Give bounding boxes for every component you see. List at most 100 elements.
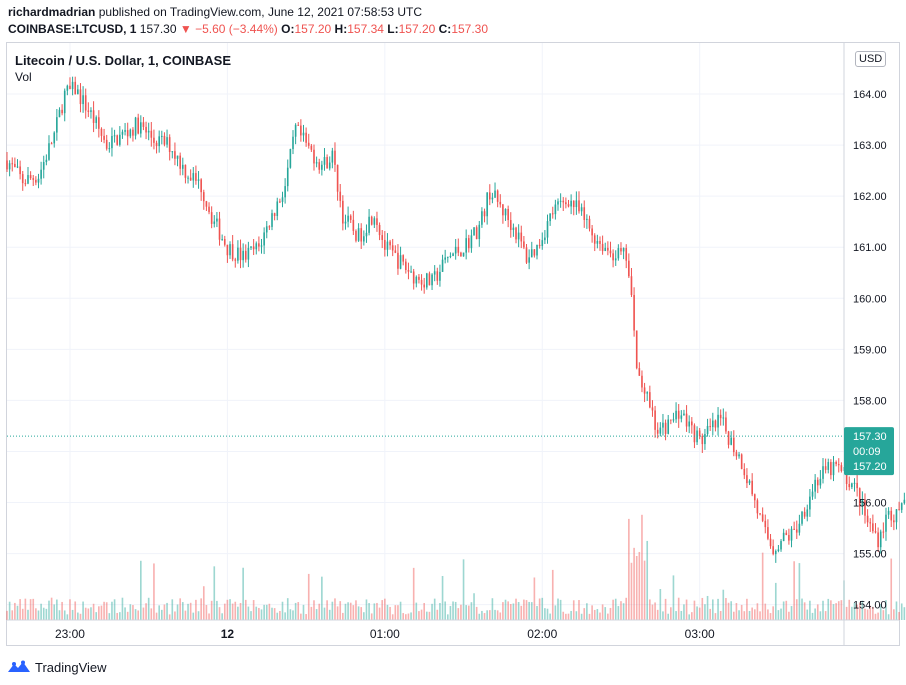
volume-bar <box>711 599 714 620</box>
candle-body <box>229 244 231 256</box>
low-value: 157.20 <box>398 22 436 36</box>
chart-frame[interactable] <box>6 42 900 646</box>
candle-body <box>21 174 24 184</box>
candle-body <box>664 422 667 434</box>
volume-bar <box>368 603 370 620</box>
volume-bar <box>580 613 583 620</box>
candle-body <box>722 417 725 419</box>
volume-bar <box>643 560 646 620</box>
volume-bar <box>667 613 670 620</box>
candle-body <box>14 163 16 167</box>
volume-bar <box>740 604 743 620</box>
volume-bar <box>446 614 449 620</box>
high-label: H: <box>334 22 348 36</box>
volume-bar <box>706 595 709 620</box>
candle-body <box>11 163 14 165</box>
candle-body <box>816 479 819 486</box>
volume-bar <box>677 597 680 620</box>
volume-bar <box>444 601 446 620</box>
candle-body <box>347 215 349 222</box>
candle-body <box>651 407 654 411</box>
candle-body <box>454 246 457 254</box>
candle-body <box>567 204 570 207</box>
volume-bar <box>428 611 431 620</box>
volume-bar <box>74 601 77 620</box>
candle-body <box>520 232 523 242</box>
low-label: L: <box>387 22 399 36</box>
candle-body <box>69 85 71 90</box>
candle-body <box>706 425 709 435</box>
volume-bar <box>69 599 71 620</box>
footer[interactable]: TradingView <box>7 659 107 675</box>
volume-bar <box>431 603 433 620</box>
y-tick-label: 164.00 <box>853 89 887 101</box>
candle-body <box>352 219 355 231</box>
candle-body <box>562 200 565 203</box>
volume-bar <box>124 607 126 620</box>
y-tick-label: 160.00 <box>853 293 887 305</box>
volume-bar <box>415 602 418 620</box>
candle-body <box>336 164 339 192</box>
volume-bar <box>601 604 604 620</box>
candle-body <box>819 478 822 486</box>
volume-bar <box>42 607 45 620</box>
currency-button[interactable]: USD <box>855 51 887 67</box>
volume-bar <box>237 606 239 620</box>
candle-body <box>27 175 29 184</box>
grid <box>7 43 844 620</box>
candle-body <box>284 186 286 198</box>
candle-body <box>378 224 381 236</box>
candle-body <box>373 218 376 225</box>
candle-body <box>593 235 596 244</box>
candle-body <box>704 434 706 445</box>
volume-bar <box>861 600 864 620</box>
volume-bar <box>756 603 759 620</box>
volume-bar <box>654 602 656 620</box>
volume-bar <box>780 608 782 620</box>
volume-bar <box>315 609 318 620</box>
volume-bar <box>785 600 788 620</box>
candle-body <box>654 410 656 430</box>
candle-body <box>263 232 265 246</box>
volume-bar <box>95 612 98 620</box>
candle-body <box>252 246 255 250</box>
candle-body <box>163 135 166 145</box>
candle-body <box>29 175 32 179</box>
candle-body <box>77 89 79 95</box>
volume-bar <box>140 560 142 620</box>
candle-body <box>481 211 483 225</box>
volume-bar <box>210 600 213 620</box>
volume-bar <box>717 598 719 620</box>
candle-body <box>554 204 557 215</box>
volume-bar <box>704 604 706 620</box>
candle-body <box>208 206 210 213</box>
volume-bar <box>795 599 798 620</box>
candle-body <box>572 200 575 208</box>
candle-body <box>725 417 727 432</box>
volume-bar <box>126 611 129 620</box>
candle-body <box>599 240 601 244</box>
volume-bar <box>27 609 29 620</box>
candle-body <box>134 117 137 136</box>
volume-bar <box>352 605 355 620</box>
candle-body <box>869 522 872 524</box>
volume-bar <box>19 599 21 620</box>
candle-body <box>394 250 397 253</box>
volume-bar <box>570 610 572 620</box>
volume-bar <box>872 606 874 620</box>
candle-body <box>446 256 449 258</box>
candle-body <box>751 480 753 495</box>
candle-body <box>523 241 525 248</box>
volume-bar <box>260 609 263 620</box>
candle-body <box>410 271 412 273</box>
candle-body <box>74 81 77 95</box>
candle-body <box>633 294 635 331</box>
volume-bar <box>649 599 651 620</box>
candle-body <box>368 216 370 233</box>
author-name[interactable]: richardmadrian <box>8 5 96 19</box>
candle-body <box>835 461 837 465</box>
volume-bar <box>895 601 898 620</box>
candle-body <box>759 513 761 515</box>
volume-bar <box>604 607 607 620</box>
